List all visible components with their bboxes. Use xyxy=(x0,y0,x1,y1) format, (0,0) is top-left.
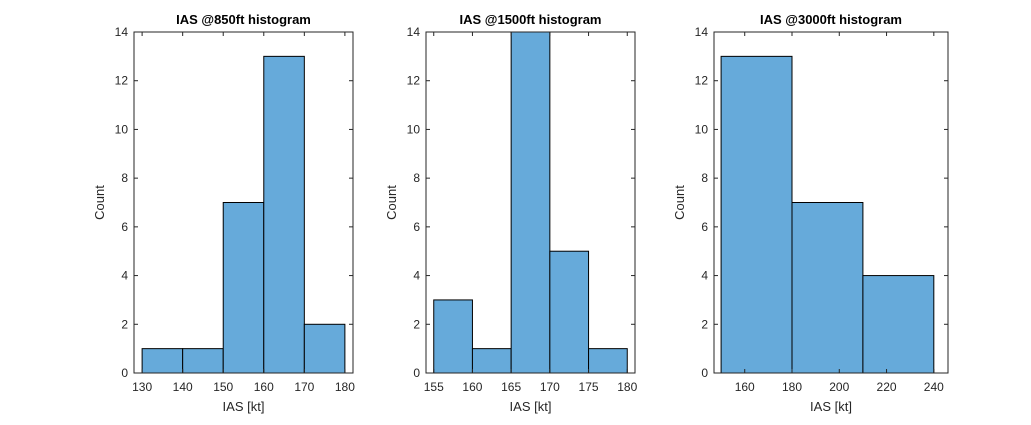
histogram-bar xyxy=(263,55,305,374)
y-tick-label: 2 xyxy=(701,317,708,331)
y-tick-label: 6 xyxy=(413,220,420,234)
y-tick-label: 0 xyxy=(701,366,708,380)
x-axis-label: IAS [kt] xyxy=(510,399,552,414)
histogram-bar xyxy=(549,250,590,374)
y-tick-label: 0 xyxy=(413,366,420,380)
x-tick-label: 170 xyxy=(540,380,560,394)
x-tick-label: 155 xyxy=(424,380,444,394)
y-tick-label: 4 xyxy=(413,269,420,283)
x-tick-label: 165 xyxy=(501,380,521,394)
y-tick-label: 14 xyxy=(695,25,709,39)
y-tick-label: 4 xyxy=(701,269,708,283)
y-axis-label: Count xyxy=(92,185,107,220)
x-axis-label: IAS [kt] xyxy=(810,399,852,414)
x-tick-label: 180 xyxy=(782,380,802,394)
y-tick-label: 12 xyxy=(115,74,129,88)
y-tick-label: 2 xyxy=(121,317,128,331)
x-tick-label: 160 xyxy=(735,380,755,394)
histogram-bar xyxy=(588,348,628,374)
x-tick-label: 240 xyxy=(924,380,944,394)
histogram-bar xyxy=(510,31,551,374)
y-tick-label: 6 xyxy=(701,220,708,234)
histogram-bar xyxy=(720,55,793,374)
x-tick-label: 170 xyxy=(294,380,314,394)
x-tick-label: 175 xyxy=(579,380,599,394)
y-tick-label: 10 xyxy=(115,122,129,136)
x-axis-label: IAS [kt] xyxy=(223,399,265,414)
y-tick-label: 12 xyxy=(695,74,709,88)
y-tick-label: 8 xyxy=(121,171,128,185)
histogram-bar xyxy=(303,323,346,374)
axes-box xyxy=(713,31,949,374)
y-tick-label: 10 xyxy=(407,122,421,136)
x-tick-label: 150 xyxy=(213,380,233,394)
x-tick-label: 160 xyxy=(254,380,274,394)
y-axis-label: Count xyxy=(384,185,399,220)
y-tick-label: 8 xyxy=(701,171,708,185)
chart-title: IAS @1500ft histogram xyxy=(460,12,602,27)
x-tick-label: 130 xyxy=(132,380,152,394)
histogram-bar xyxy=(433,299,473,374)
x-tick-label: 140 xyxy=(173,380,193,394)
x-tick-label: 160 xyxy=(462,380,482,394)
chart-title: IAS @3000ft histogram xyxy=(760,12,902,27)
y-tick-label: 8 xyxy=(413,171,420,185)
axes-box xyxy=(425,31,636,374)
y-tick-label: 2 xyxy=(413,317,420,331)
x-tick-label: 220 xyxy=(877,380,897,394)
y-tick-label: 14 xyxy=(115,25,129,39)
y-axis-label: Count xyxy=(672,185,687,220)
x-tick-label: 180 xyxy=(617,380,637,394)
histogram-bar xyxy=(141,348,184,374)
y-tick-label: 10 xyxy=(695,122,709,136)
y-tick-label: 14 xyxy=(407,25,421,39)
histogram-bar xyxy=(182,348,224,374)
y-tick-label: 6 xyxy=(121,220,128,234)
histogram-bar xyxy=(222,202,265,374)
chart-title: IAS @850ft histogram xyxy=(176,12,311,27)
histogram-panel-1500ft: 155 160 165 170 175 180 0 2 4 6 8 10 12 14 IAS @1500ft… xyxy=(384,12,638,414)
axes-box xyxy=(133,31,354,374)
x-tick-label: 200 xyxy=(829,380,849,394)
y-tick-label: 0 xyxy=(121,366,128,380)
y-tick-label: 4 xyxy=(121,269,128,283)
histogram-panel-850ft: 130 140 150 160 170 180 0 2 4 6 8 10 12 14 IAS @850ft … xyxy=(92,12,355,414)
y-tick-label: 12 xyxy=(407,74,421,88)
x-tick-label: 180 xyxy=(335,380,355,394)
histogram-bar xyxy=(791,202,864,374)
histogram-bar xyxy=(471,348,512,374)
histogram-bar xyxy=(862,275,935,374)
histogram-panel-3000ft: 160 180 200 220 240 0 2 4 6 8 10 12 14 IAS @3000ft hi… xyxy=(672,12,949,414)
